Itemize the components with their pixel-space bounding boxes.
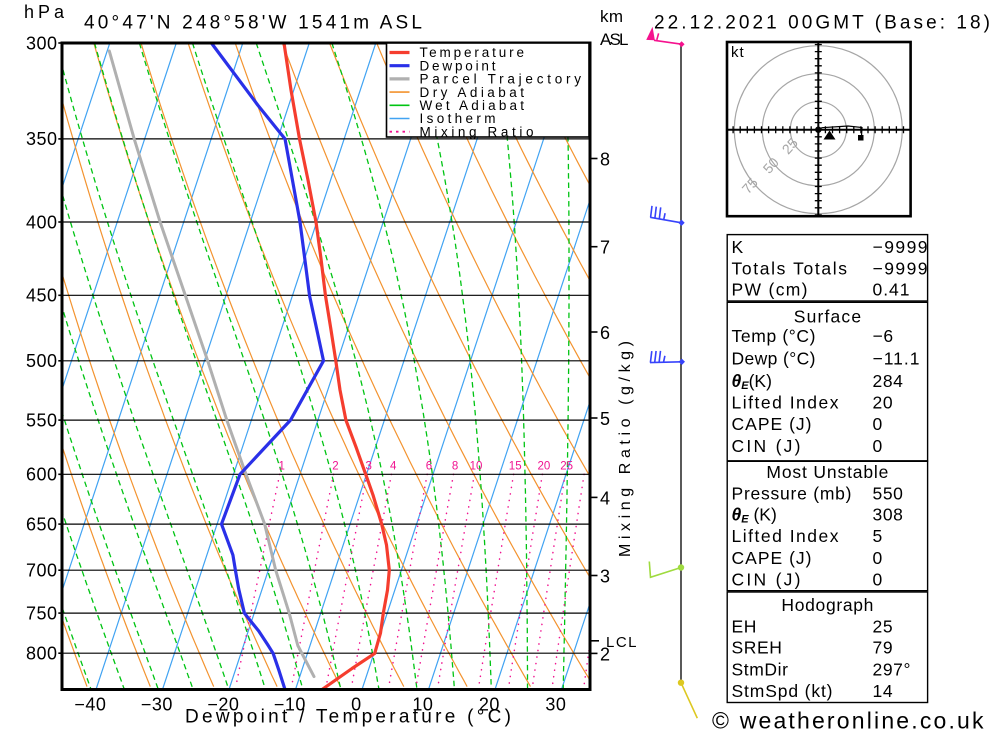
svg-text:350: 350 [26, 129, 58, 149]
svg-text:4: 4 [600, 488, 610, 508]
svg-text:650: 650 [26, 514, 58, 534]
svg-text:1: 1 [278, 461, 284, 473]
svg-text:Hodograph: Hodograph [781, 595, 873, 615]
svg-text:550: 550 [873, 484, 904, 504]
svg-text:−40: −40 [74, 694, 106, 714]
svg-text:3: 3 [600, 567, 610, 587]
svg-text:400: 400 [26, 212, 58, 232]
svg-text:θE(K): θE(K) [732, 371, 772, 392]
svg-text:CIN (J): CIN (J) [732, 436, 801, 456]
svg-text:Totals Totals: Totals Totals [732, 259, 848, 279]
svg-text:79: 79 [873, 638, 894, 658]
svg-text:Most Unstable: Most Unstable [766, 462, 888, 482]
svg-text:hPa: hPa [24, 2, 65, 22]
svg-text:−30: −30 [141, 694, 173, 714]
svg-text:300: 300 [26, 33, 58, 53]
svg-text:2: 2 [332, 461, 338, 473]
svg-text:10: 10 [470, 461, 483, 473]
svg-text:−11.1: −11.1 [873, 348, 920, 368]
svg-text:20: 20 [538, 461, 551, 473]
svg-text:0: 0 [873, 548, 883, 568]
svg-text:CAPE (J): CAPE (J) [732, 548, 812, 568]
svg-text:15: 15 [509, 461, 522, 473]
svg-text:308: 308 [873, 505, 904, 525]
svg-text:10: 10 [412, 694, 433, 714]
svg-text:550: 550 [26, 410, 58, 430]
svg-text:Lifted Index: Lifted Index [732, 393, 839, 413]
svg-text:LCL: LCL [606, 634, 638, 651]
svg-text:Dewpoint: Dewpoint [420, 58, 496, 73]
svg-text:StmDir: StmDir [732, 660, 789, 680]
svg-text:2: 2 [600, 644, 610, 664]
svg-text:θE (K): θE (K) [732, 505, 777, 526]
svg-text:20: 20 [873, 393, 894, 413]
svg-text:StmSpd (kt): StmSpd (kt) [732, 681, 833, 701]
svg-text:© weatheronline.co.uk: © weatheronline.co.uk [712, 708, 984, 733]
svg-text:284: 284 [873, 371, 904, 391]
svg-text:20: 20 [479, 694, 500, 714]
svg-text:8: 8 [452, 461, 458, 473]
svg-text:PW (cm): PW (cm) [732, 279, 808, 299]
svg-text:0.41: 0.41 [873, 279, 910, 299]
svg-text:8: 8 [600, 150, 610, 170]
svg-text:ASL: ASL [600, 30, 629, 49]
svg-text:Surface: Surface [794, 307, 861, 327]
svg-text:800: 800 [26, 644, 58, 664]
svg-text:700: 700 [26, 561, 58, 581]
svg-text:SREH: SREH [732, 638, 783, 658]
svg-text:−20: −20 [207, 694, 239, 714]
svg-text:Lifted Index: Lifted Index [732, 526, 839, 546]
svg-text:6: 6 [426, 461, 432, 473]
svg-text:297°: 297° [873, 660, 912, 680]
svg-text:0: 0 [873, 436, 883, 456]
svg-text:Dewp (°C): Dewp (°C) [732, 348, 816, 368]
svg-text:5: 5 [873, 526, 883, 546]
svg-text:kt: kt [731, 44, 745, 61]
svg-text:3: 3 [365, 461, 371, 473]
svg-text:14: 14 [873, 681, 894, 701]
svg-text:−6: −6 [873, 326, 894, 346]
svg-text:5: 5 [600, 409, 610, 429]
svg-text:EH: EH [732, 617, 758, 637]
svg-text:22.12.2021 00GMT (Base: 18): 22.12.2021 00GMT (Base: 18) [654, 13, 990, 34]
svg-text:0: 0 [873, 570, 883, 590]
svg-text:750: 750 [26, 603, 58, 623]
svg-text:Dewpoint / Temperature (°C): Dewpoint / Temperature (°C) [185, 707, 511, 728]
svg-text:−9999: −9999 [873, 237, 928, 257]
svg-text:CIN (J): CIN (J) [732, 570, 801, 590]
svg-text:Wet Adiabat: Wet Adiabat [420, 98, 525, 113]
svg-text:30: 30 [545, 694, 566, 714]
svg-text:−10: −10 [274, 694, 306, 714]
svg-text:25: 25 [560, 461, 573, 473]
svg-text:0: 0 [351, 694, 362, 714]
svg-text:7: 7 [600, 238, 610, 258]
svg-text:−9999: −9999 [873, 259, 928, 279]
svg-text:K: K [732, 237, 744, 257]
svg-text:450: 450 [26, 286, 58, 306]
svg-text:km: km [600, 7, 623, 26]
svg-text:4: 4 [390, 461, 397, 473]
svg-text:500: 500 [26, 351, 58, 371]
svg-text:Temp (°C): Temp (°C) [732, 326, 816, 346]
svg-text:600: 600 [26, 465, 58, 485]
svg-text:CAPE (J): CAPE (J) [732, 414, 812, 434]
svg-text:6: 6 [600, 323, 610, 343]
svg-text:Dry Adiabat: Dry Adiabat [420, 85, 525, 100]
svg-text:Pressure (mb): Pressure (mb) [732, 484, 852, 504]
svg-text:Isotherm: Isotherm [420, 111, 496, 126]
svg-text:0: 0 [873, 414, 883, 434]
svg-text:25: 25 [873, 617, 894, 637]
